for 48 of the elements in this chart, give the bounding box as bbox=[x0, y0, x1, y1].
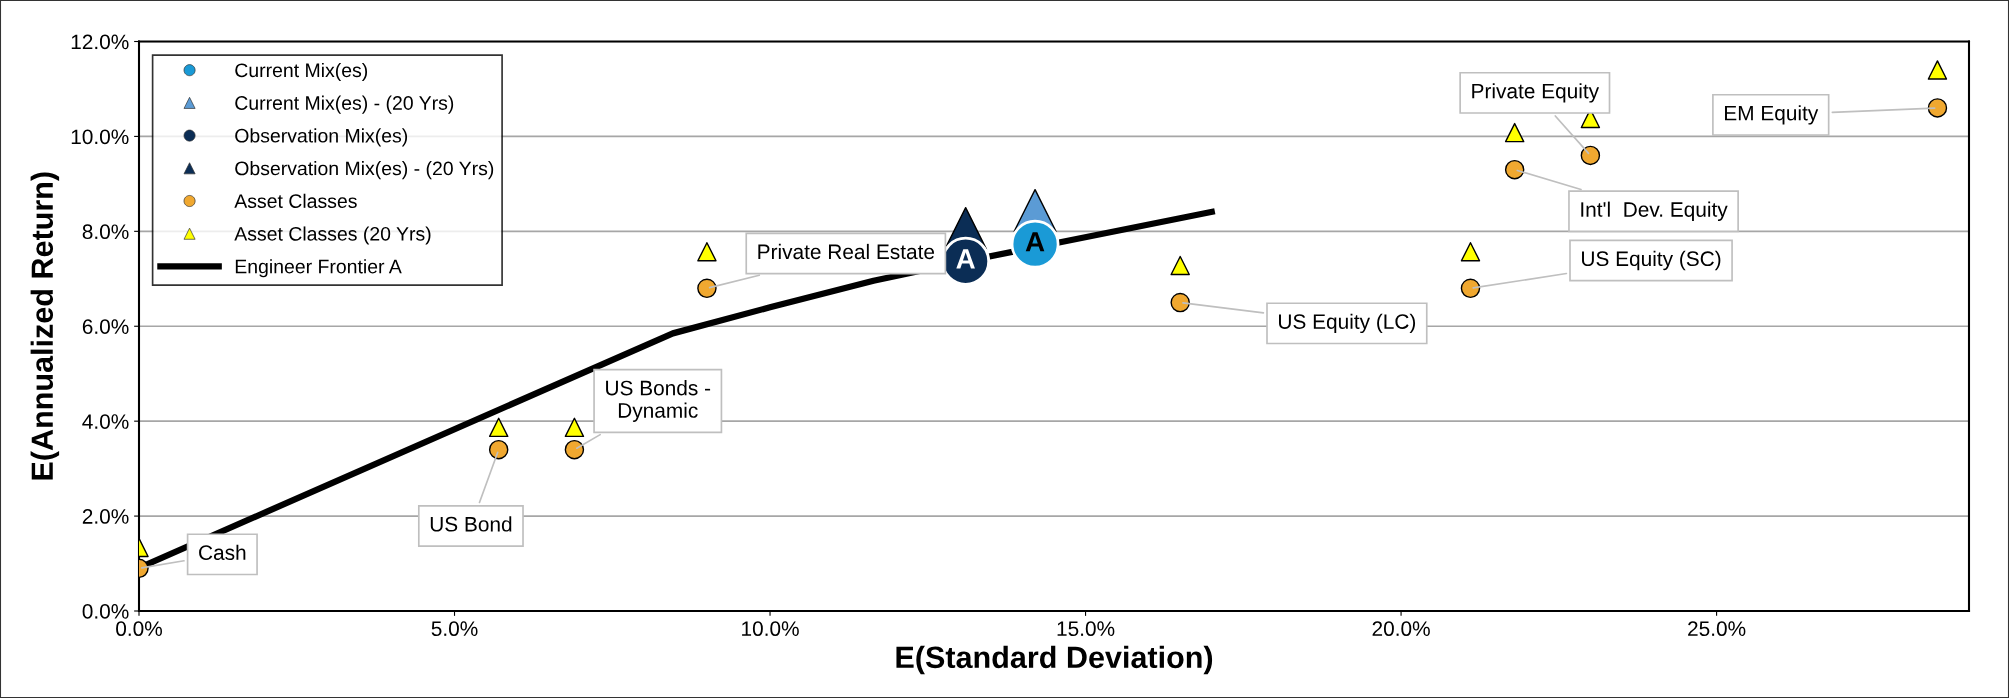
y-tick-label: 8.0% bbox=[82, 224, 129, 240]
point bbox=[564, 417, 585, 438]
x-axis-title: E(Standard Deviation) bbox=[896, 645, 1213, 675]
annotation: Cash bbox=[199, 544, 246, 560]
point bbox=[1927, 60, 1948, 80]
x-tick-label: 25.0% bbox=[1688, 621, 1746, 637]
annotation: Private Real Estate bbox=[758, 243, 935, 260]
legend-label: Current Mix(es) - (20 Yrs) bbox=[235, 95, 454, 114]
y-tick-label: 6.0% bbox=[82, 319, 129, 334]
y-tick-label: 0.0% bbox=[82, 604, 129, 619]
x-tick-label: 15.0% bbox=[1057, 621, 1115, 637]
annotation: Int'l Dev. Equity bbox=[1581, 201, 1728, 222]
annotation: US Bond bbox=[430, 516, 512, 532]
legend-label: Observation Mix(es) bbox=[235, 128, 408, 147]
legend-label: Observation Mix(es) - (20 Yrs) bbox=[235, 161, 494, 180]
annotation: US Equity (SC) bbox=[1582, 250, 1721, 271]
legend-label: Current Mix(es) bbox=[235, 62, 368, 82]
point bbox=[1170, 292, 1190, 313]
y-tick-label: 2.0% bbox=[82, 509, 129, 524]
point bbox=[697, 278, 717, 299]
point bbox=[1504, 122, 1525, 143]
legend-label: Engineer Frontier A bbox=[235, 259, 402, 278]
x-tick-label: 0.0% bbox=[116, 621, 162, 637]
point bbox=[1460, 278, 1481, 299]
point bbox=[1927, 98, 1948, 118]
annotation: US Equity (LC) bbox=[1279, 313, 1416, 334]
x-tick-label: 20.0% bbox=[1372, 621, 1430, 637]
y-tick-label: 12.0% bbox=[71, 34, 129, 50]
point bbox=[1580, 145, 1601, 166]
point bbox=[488, 439, 509, 460]
y-tick-label: 4.0% bbox=[82, 414, 129, 429]
data-label: A bbox=[1025, 232, 1045, 252]
annotation: Private Equity bbox=[1472, 83, 1600, 103]
point bbox=[697, 241, 717, 262]
legend-label: Asset Classes bbox=[234, 193, 357, 209]
point bbox=[1170, 255, 1190, 276]
data-label: A bbox=[956, 249, 975, 269]
point bbox=[1460, 241, 1481, 262]
point bbox=[564, 439, 585, 460]
y-axis-title: E(Annualized Return) bbox=[30, 172, 60, 480]
annotation: US Bonds - Dynamic bbox=[606, 380, 711, 422]
x-tick-label: 5.0% bbox=[431, 621, 478, 637]
point bbox=[1504, 159, 1525, 180]
legend-label: Asset Classes (20 Yrs) bbox=[234, 226, 431, 245]
y-tick-label: 10.0% bbox=[71, 129, 129, 145]
annotation: EM Equity bbox=[1725, 105, 1819, 125]
x-tick-label: 10.0% bbox=[742, 621, 799, 637]
point bbox=[488, 417, 509, 438]
